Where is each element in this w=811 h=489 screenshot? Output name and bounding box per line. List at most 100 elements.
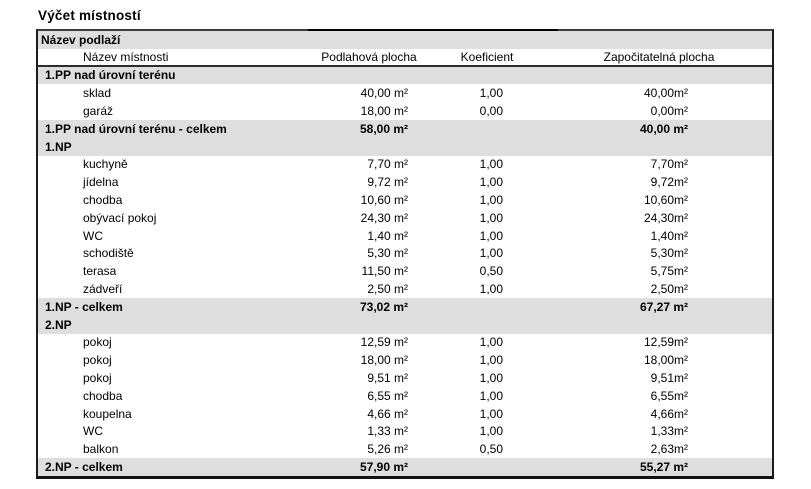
coefficient-cell: 1,00	[479, 388, 503, 403]
table-row-room: garáž 18,00 m² 0,00 0,00m²	[38, 102, 772, 120]
room-name-cell: WC	[83, 228, 103, 243]
floor-area-cell: 18,00 m²	[360, 104, 408, 119]
table-row-room: terasa 11,50 m² 0,50 5,75m²	[38, 262, 772, 281]
floor-area-cell: 10,60 m²	[360, 193, 408, 208]
countable-area-cell: 12,59m²	[643, 335, 688, 350]
floor-area-cell: 18,00 m²	[360, 353, 408, 368]
countable-area-cell: 24,30m²	[643, 210, 688, 225]
room-name-cell: chodba	[83, 193, 123, 208]
floor-area-cell: 6,55 m²	[367, 388, 408, 403]
table-row-room: WC 1,33 m² 1,00 1,33m²	[38, 422, 772, 441]
table-row-room: chodba 6,55 m² 1,00 6,55m²	[38, 386, 772, 405]
table-row-room: koupelna 4,66 m² 1,00 4,66m²	[38, 404, 772, 423]
countable-area-total-cell: 40,00 m²	[639, 121, 688, 136]
countable-area-total-cell: 55,27 m²	[639, 460, 688, 475]
column-header-room-name: Název místnosti	[83, 49, 169, 64]
floor-area-cell: 1,33 m²	[367, 424, 408, 439]
countable-area-cell: 5,30m²	[650, 246, 688, 261]
countable-area-cell: 18,00m²	[643, 353, 688, 368]
coefficient-cell: 1,00	[479, 228, 503, 243]
coefficient-cell: 1,00	[479, 210, 503, 225]
table-row-section: 2.NP	[38, 315, 772, 334]
room-name-cell: pokoj	[83, 353, 112, 368]
coefficient-cell: 1,00	[479, 175, 503, 190]
room-name-cell: sklad	[83, 86, 112, 101]
column-header-countable-area: Započitatelná plocha	[603, 49, 715, 64]
floor-area-cell: 12,59 m²	[360, 335, 408, 350]
room-name-cell: schodiště	[83, 246, 134, 261]
countable-area-cell: 9,72m²	[650, 175, 688, 190]
room-name-cell: obývací pokoj	[83, 210, 157, 225]
page-title: Výčet místností	[38, 8, 141, 23]
coefficient-cell: 1,00	[479, 371, 503, 386]
coefficient-cell: 1,00	[479, 86, 503, 101]
floor-area-cell: 5,26 m²	[367, 442, 408, 457]
floor-total-label: 1.PP nad úrovní terénu - celkem	[45, 121, 227, 136]
countable-area-cell: 1,40m²	[650, 228, 688, 243]
column-header-floor-area: Podlahová plocha	[321, 49, 417, 64]
countable-area-cell: 2,63m²	[650, 442, 688, 457]
floor-area-cell: 4,66 m²	[367, 406, 408, 421]
floor-section-label: 1.PP nad úrovní terénu	[45, 68, 176, 83]
countable-area-cell: 10,60m²	[643, 193, 688, 208]
room-name-cell: garáž	[83, 104, 114, 119]
countable-area-cell: 5,75m²	[650, 264, 688, 279]
countable-area-cell: 7,70m²	[650, 157, 688, 172]
floor-total-label: 2.NP - celkem	[45, 460, 123, 475]
coefficient-cell: 1,00	[479, 282, 503, 297]
floor-area-cell: 1,40 m²	[367, 228, 408, 243]
coefficient-cell: 0,00	[479, 104, 503, 119]
table-row-room: WC 1,40 m² 1,00 1,40m²	[38, 226, 772, 245]
table-row-room: balkon 5,26 m² 0,50 2,63m²	[38, 440, 772, 459]
table-row-room: pokoj 9,51 m² 1,00 9,51m²	[38, 369, 772, 387]
countable-area-cell: 40,00m²	[643, 86, 688, 101]
countable-area-cell: 1,33m²	[650, 424, 688, 439]
countable-area-cell: 6,55m²	[650, 388, 688, 403]
room-name-cell: terasa	[83, 264, 117, 279]
column-header-coefficient: Koeficient	[460, 49, 514, 64]
floor-area-total-cell: 58,00 m²	[359, 121, 408, 136]
floor-area-total-cell: 57,90 m²	[359, 460, 408, 475]
room-name-cell: koupelna	[83, 406, 132, 421]
room-name-cell: pokoj	[83, 371, 112, 386]
table-row-room: schodiště 5,30 m² 1,00 5,30m²	[38, 244, 772, 263]
table-row-room: sklad 40,00 m² 1,00 40,00m²	[38, 84, 772, 103]
top-border-dark-segment	[308, 29, 558, 31]
room-name-cell: zádveří	[83, 282, 123, 297]
table-row-room: pokoj 18,00 m² 1,00 18,00m²	[38, 351, 772, 370]
coefficient-cell: 1,00	[479, 424, 503, 439]
floor-area-cell: 40,00 m²	[360, 86, 408, 101]
coefficient-cell: 1,00	[479, 353, 503, 368]
floor-area-cell: 7,70 m²	[367, 157, 408, 172]
room-name-cell: jídelna	[83, 175, 119, 190]
floor-area-total-cell: 73,02 m²	[359, 299, 408, 314]
countable-area-cell: 0,00m²	[650, 104, 688, 119]
table-row-section: 1.PP nad úrovní terénu	[38, 66, 772, 85]
countable-area-cell: 2,50m²	[650, 282, 688, 297]
table-row-section: 1.NP	[38, 137, 772, 156]
countable-area-cell: 4,66m²	[650, 406, 688, 421]
coefficient-cell: 1,00	[479, 193, 503, 208]
room-name-cell: balkon	[83, 442, 119, 457]
rooms-table: Název podlaží Název místnosti Podlahová …	[36, 29, 774, 479]
floor-section-label: 2.NP	[45, 317, 72, 332]
table-row-room: chodba 10,60 m² 1,00 10,60m²	[38, 191, 772, 209]
table-row-room: obývací pokoj 24,30 m² 1,00 24,30m²	[38, 208, 772, 227]
table-row-room: kuchyně 7,70 m² 1,00 7,70m²	[38, 155, 772, 174]
room-name-cell: WC	[83, 424, 103, 439]
floor-area-cell: 11,50 m²	[361, 264, 408, 279]
coefficient-cell: 0,50	[479, 264, 503, 279]
countable-area-total-cell: 67,27 m²	[639, 299, 688, 314]
table-row-total: 1.NP - celkem 73,02 m² 67,27 m²	[38, 297, 772, 316]
floor-section-label: 1.NP	[45, 139, 72, 154]
table-row-room: zádveří 2,50 m² 1,00 2,50m²	[38, 280, 772, 298]
table-row-total: 1.PP nad úrovní terénu - celkem 58,00 m² 4…	[38, 119, 772, 138]
room-name-cell: pokoj	[83, 335, 112, 350]
floor-area-cell: 9,51 m²	[367, 371, 408, 386]
table-row-room: pokoj 12,59 m² 1,00 12,59m²	[38, 333, 772, 352]
header-floor-label: Název podlaží	[41, 32, 121, 47]
floor-area-cell: 9,72 m²	[367, 175, 408, 190]
coefficient-cell: 1,00	[479, 157, 503, 172]
floor-total-label: 1.NP - celkem	[45, 299, 123, 314]
